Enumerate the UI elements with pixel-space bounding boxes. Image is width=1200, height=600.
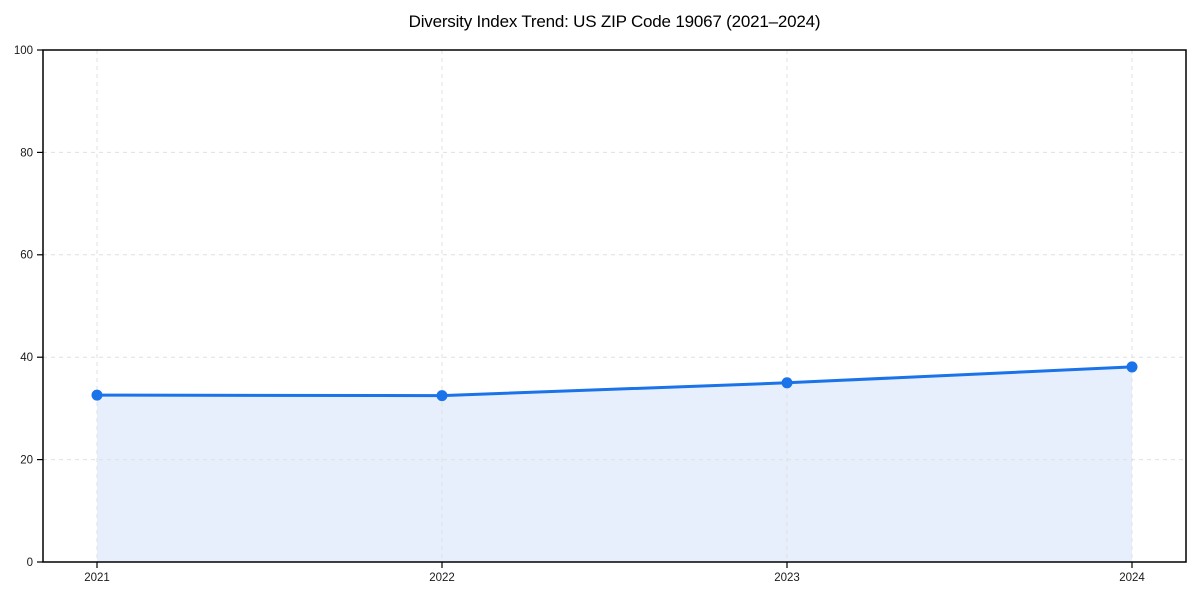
y-tick-label: 20 (20, 455, 33, 467)
data-point (91, 389, 103, 401)
y-tick-label: 40 (20, 352, 33, 364)
y-tick-label: 100 (14, 45, 33, 57)
chart-title: Diversity Index Trend: US ZIP Code 19067… (408, 12, 821, 31)
y-tick-label: 60 (20, 250, 33, 262)
plot-border (42, 49, 1187, 563)
y-tick-label: 80 (20, 147, 33, 159)
data-point (781, 377, 793, 389)
x-tick-label: 2023 (774, 572, 800, 584)
trend-line (95, 365, 1134, 398)
data-point (1126, 361, 1138, 373)
area-fill (97, 366, 1132, 562)
x-tick-label: 2021 (84, 572, 110, 584)
x-tick-label: 2022 (429, 572, 455, 584)
data-point (436, 390, 448, 402)
x-tick-label: 2024 (1119, 572, 1145, 584)
y-tick-label: 0 (27, 557, 33, 569)
